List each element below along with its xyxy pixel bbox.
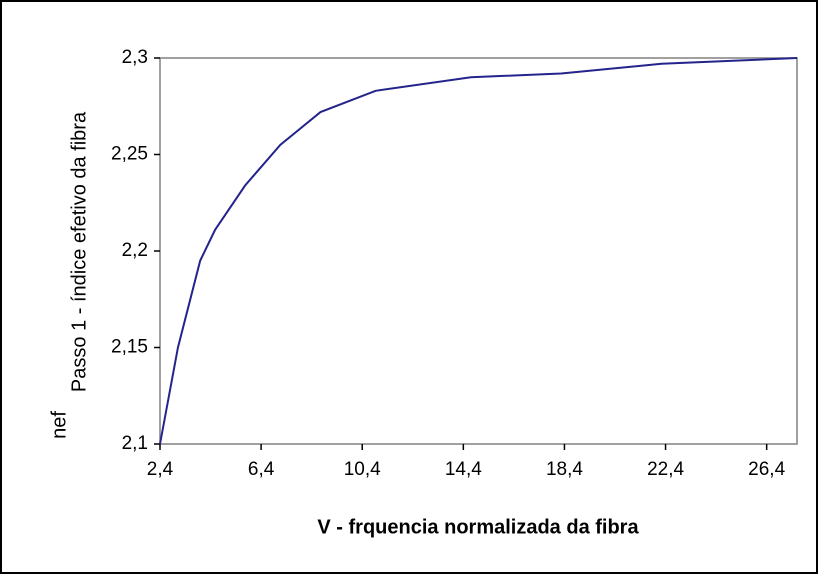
x-tick-label: 26,4 <box>748 459 785 480</box>
y-axis-title-2: nef <box>48 411 70 439</box>
x-tick-label: 10,4 <box>344 459 381 480</box>
y-tick-label: 2,1 <box>122 433 148 454</box>
x-tick-label: 22,4 <box>647 459 684 480</box>
y-tick-label: 2,25 <box>111 144 148 165</box>
x-axis-title: V - frquencia normalizada da fibra <box>317 516 639 538</box>
x-tick-label: 18,4 <box>546 459 583 480</box>
x-tick-label: 14,4 <box>445 459 482 480</box>
y-tick-label: 2,15 <box>111 337 148 358</box>
y-axis-title: Passo 1 - índice efetivo da fibra <box>68 111 90 392</box>
y-tick-label: 2,3 <box>122 47 148 68</box>
data-line <box>159 57 798 445</box>
y-tick-label: 2,2 <box>122 240 148 261</box>
x-tick-label: 2,4 <box>147 459 174 480</box>
x-tick-label: 6,4 <box>248 459 275 480</box>
